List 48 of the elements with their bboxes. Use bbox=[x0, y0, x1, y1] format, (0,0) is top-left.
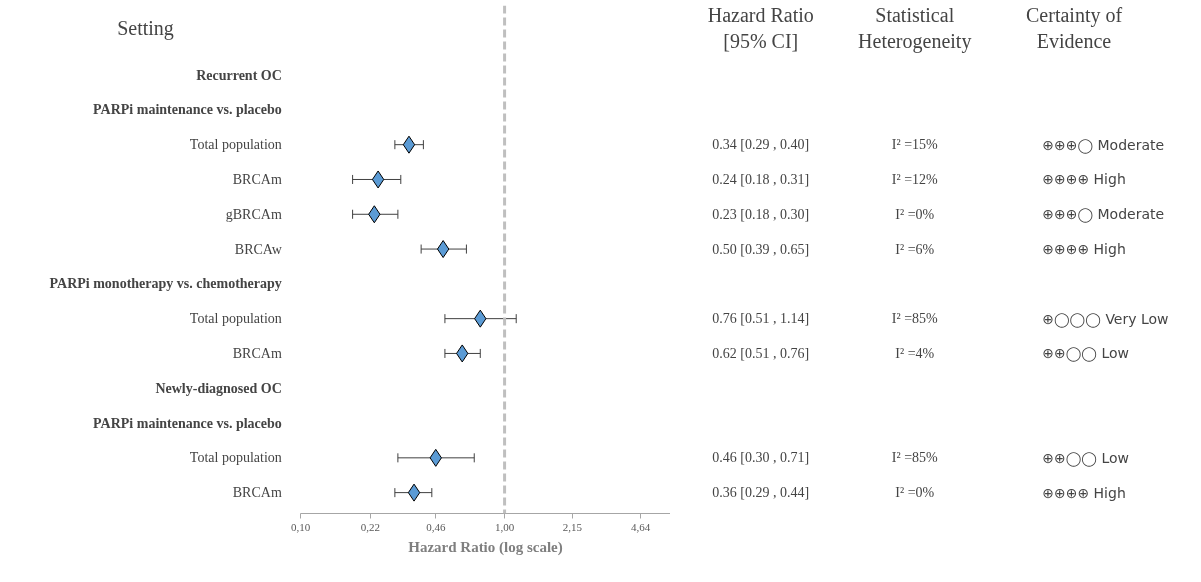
text: ⊕⊕⊕⊕ High bbox=[1042, 241, 1126, 258]
x-tick-label: 2,15 bbox=[562, 520, 583, 533]
text: Hazard Ratio [95% CI] bbox=[707, 3, 814, 53]
x-tick-label: 1,00 bbox=[494, 520, 515, 533]
y-tick-label: PARPi monotherapy vs. chemotherapy bbox=[49, 276, 282, 292]
y-tick-label: PARPi maintenance vs. placebo bbox=[93, 415, 282, 431]
data-label: 0.23 [0.18 , 0.30] bbox=[712, 206, 810, 222]
x-tick-label: 0,22 bbox=[360, 520, 381, 533]
text: Certainty of Evidence bbox=[1026, 3, 1123, 53]
data-label: 0.36 [0.29 , 0.44] bbox=[712, 485, 810, 501]
text: ⊕⊕⊕◯ Moderate bbox=[1042, 136, 1165, 154]
text: Setting bbox=[117, 17, 174, 41]
y-tick-label: BRCAm bbox=[232, 345, 282, 361]
y-tick-label: Recurrent OC bbox=[196, 67, 282, 83]
data-label: 0.46 [0.30 , 0.71] bbox=[712, 450, 810, 466]
x-axis-title: Hazard Ratio (log scale) bbox=[408, 538, 563, 556]
text: I² =85% bbox=[891, 450, 939, 466]
text: ⊕⊕◯◯ Low bbox=[1042, 449, 1130, 467]
text: ⊕⊕⊕⊕ High bbox=[1042, 484, 1126, 501]
text: I² =6% bbox=[895, 241, 935, 257]
y-tick-label: Newly-diagnosed OC bbox=[155, 380, 282, 396]
text: Statistical Heterogeneity bbox=[858, 3, 972, 54]
text: I² =4% bbox=[895, 345, 935, 361]
y-tick-label: Total population bbox=[189, 137, 282, 153]
text: ⊕⊕◯◯ Low bbox=[1042, 345, 1130, 363]
text: I² =85% bbox=[891, 311, 939, 327]
text: I² =12% bbox=[891, 171, 939, 187]
x-tick-label: 0,10 bbox=[290, 520, 311, 533]
x-tick-label: 0,46 bbox=[426, 520, 446, 533]
x-tick-label: 4,64 bbox=[631, 520, 651, 533]
text: ⊕⊕⊕⊕ High bbox=[1042, 171, 1126, 188]
text: I² =0% bbox=[895, 206, 935, 222]
text: I² =0% bbox=[895, 485, 935, 501]
text: ⊕⊕⊕◯ Moderate bbox=[1042, 206, 1165, 224]
y-tick-label: BRCAm bbox=[232, 171, 282, 187]
y-tick-label: Total population bbox=[189, 311, 282, 327]
data-label: 0.34 [0.29 , 0.40] bbox=[712, 137, 810, 153]
y-tick-label: BRCAw bbox=[234, 241, 283, 257]
y-tick-label: Total population bbox=[189, 450, 282, 466]
text: I² =15% bbox=[891, 137, 939, 153]
text: ⊕◯◯◯ Very Low bbox=[1042, 310, 1169, 328]
y-tick-label: gBRCAm bbox=[225, 206, 282, 222]
y-tick-label: PARPi maintenance vs. placebo bbox=[93, 102, 282, 118]
data-label: 0.76 [0.51 , 1.14] bbox=[712, 311, 810, 327]
y-tick-label: BRCAm bbox=[232, 485, 282, 501]
data-label: 0.62 [0.51 , 0.76] bbox=[712, 345, 810, 361]
data-label: 0.50 [0.39 , 0.65] bbox=[712, 241, 810, 257]
data-label: 0.24 [0.18 , 0.31] bbox=[712, 171, 810, 187]
